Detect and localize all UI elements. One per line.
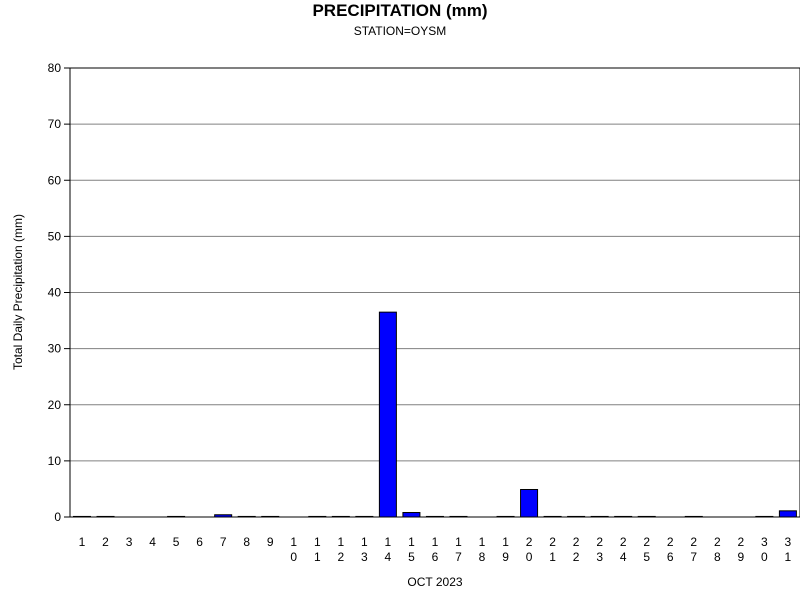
y-tick-label: 20 [48,398,62,412]
bars [73,311,797,518]
x-tick-label: 5 [173,535,180,549]
y-tick-label: 50 [48,229,62,243]
chart-subtitle: STATION=OYSM [353,24,447,38]
x-tick-label: 7 [220,535,227,549]
chart-title: PRECIPITATION (mm) [312,1,488,20]
x-tick-label: 3 [126,535,133,549]
bar-day-20 [520,488,539,518]
x-tick-label: 6 [196,535,203,549]
x-tick-label: 9 [267,535,274,549]
bar-day-31 [778,510,797,518]
y-tick-label: 70 [48,117,62,131]
y-axis-label: Total Daily Precipitation (mm) [11,214,25,370]
x-tick-label: 4 [149,535,156,549]
y-tick-label: 10 [48,454,62,468]
x-tick-label: 1 [79,535,86,549]
y-tick-label: 80 [48,61,62,75]
y-axis-ticks: 0 10 20 30 40 50 60 70 80 [48,61,70,524]
x-axis-label: OCT 2023 [407,575,462,589]
gridlines [70,67,800,462]
y-tick-label: 40 [48,286,62,300]
bar-day-14 [378,311,397,518]
y-tick-label: 0 [54,510,61,524]
y-tick-label: 60 [48,173,62,187]
x-tick-label: 2 [102,535,109,549]
bar-day-15 [402,512,421,518]
x-axis-ticks: 1 2 3 4 5 6 7 8 9 1 01 11 21 31 41 51 61 71 81 92 02 12 22 32 42… [79,535,792,564]
x-tick-label: 8 [243,535,250,549]
y-tick-label: 30 [48,342,62,356]
